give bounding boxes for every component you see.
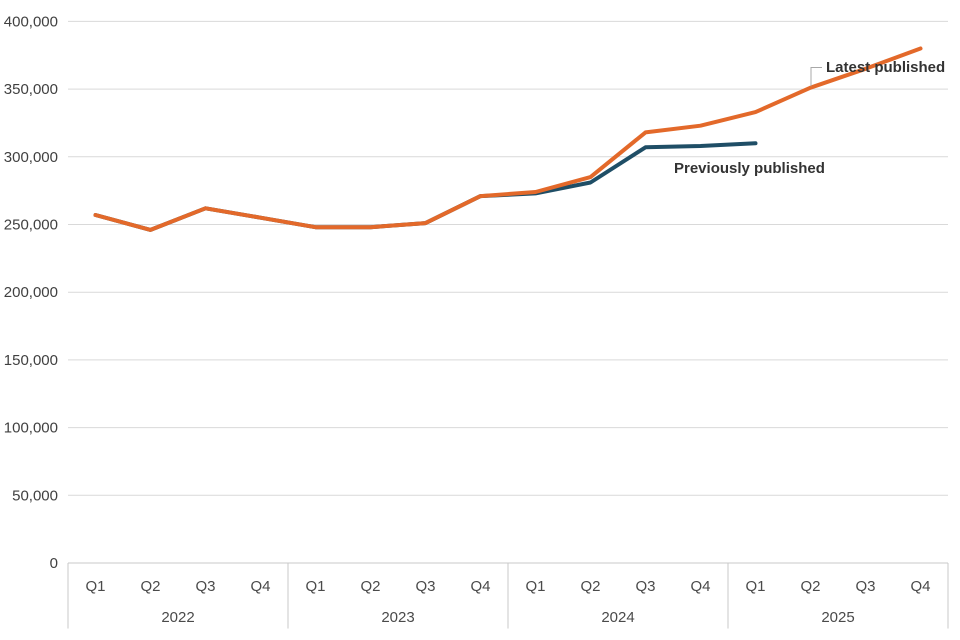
quarter-label: Q1 bbox=[305, 578, 325, 595]
series-line-latest-published bbox=[93, 46, 923, 232]
quarter-label: Q4 bbox=[690, 578, 710, 595]
y-tick-label: 350,000 bbox=[4, 81, 58, 98]
y-tick-label: 0 bbox=[50, 555, 58, 572]
y-tick-label: 150,000 bbox=[4, 352, 58, 369]
quarter-label: Q4 bbox=[910, 578, 930, 595]
y-tick-label: 100,000 bbox=[4, 420, 58, 437]
annotation-leader-line bbox=[810, 67, 822, 87]
quarter-label: Q1 bbox=[85, 578, 105, 595]
quarter-label: Q3 bbox=[415, 578, 435, 595]
quarter-label: Q4 bbox=[470, 578, 490, 595]
y-tick-label: 50,000 bbox=[12, 487, 58, 504]
y-tick-label: 250,000 bbox=[4, 217, 58, 234]
x-axis-labels: Q1 Q2 Q3 Q4 2022 Q1 Q2 Q3 Q4 2023 Q1 Q2 Q3 Q4 2024 Q1 Q2… bbox=[85, 578, 930, 626]
quarter-label: Q2 bbox=[800, 578, 820, 595]
y-tick-label: 400,000 bbox=[4, 13, 58, 30]
quarter-label: Q2 bbox=[360, 578, 380, 595]
annotation-latest-published: Latest published bbox=[826, 59, 946, 76]
series-line-previously-published bbox=[93, 141, 758, 232]
y-tick-label: 300,000 bbox=[4, 149, 58, 166]
quarter-label: Q4 bbox=[250, 578, 270, 595]
year-label: 2022 bbox=[161, 609, 194, 626]
gridlines bbox=[68, 20, 948, 564]
year-label: 2025 bbox=[821, 609, 854, 626]
quarter-label: Q3 bbox=[635, 578, 655, 595]
quarter-label: Q3 bbox=[195, 578, 215, 595]
quarter-label: Q2 bbox=[140, 578, 160, 595]
quarter-label: Q2 bbox=[580, 578, 600, 595]
x-axis bbox=[67, 563, 949, 629]
y-axis-labels: 0 50,000 100,000 150,000 200,000 250,000 300,0… bbox=[4, 13, 58, 572]
year-label: 2023 bbox=[381, 609, 414, 626]
quarter-label: Q1 bbox=[525, 578, 545, 595]
quarter-label: Q3 bbox=[855, 578, 875, 595]
y-tick-label: 200,000 bbox=[4, 284, 58, 301]
annotation-previously-published: Previously published bbox=[674, 160, 825, 177]
year-label: 2024 bbox=[601, 609, 634, 626]
quarter-label: Q1 bbox=[745, 578, 765, 595]
